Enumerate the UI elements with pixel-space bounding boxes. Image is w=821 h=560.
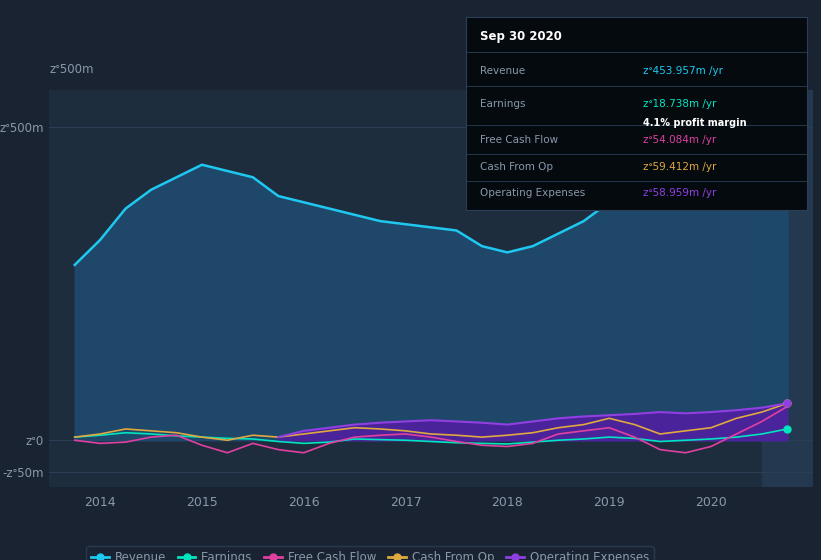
Text: zᐤ453.957m /yr: zᐤ453.957m /yr	[644, 66, 723, 76]
Text: zᐤ58.959m /yr: zᐤ58.959m /yr	[644, 188, 717, 198]
Bar	[762, 90, 813, 487]
Text: Earnings: Earnings	[480, 99, 525, 109]
Legend: Revenue, Earnings, Free Cash Flow, Cash From Op, Operating Expenses: Revenue, Earnings, Free Cash Flow, Cash …	[86, 547, 654, 560]
Text: zᐤ54.084m /yr: zᐤ54.084m /yr	[644, 136, 717, 146]
Text: Revenue: Revenue	[480, 66, 525, 76]
Text: Operating Expenses: Operating Expenses	[480, 188, 585, 198]
Text: zᐤ59.412m /yr: zᐤ59.412m /yr	[644, 162, 717, 172]
Text: 4.1% profit margin: 4.1% profit margin	[644, 118, 747, 128]
Text: Cash From Op: Cash From Op	[480, 162, 553, 172]
Text: Free Cash Flow: Free Cash Flow	[480, 136, 558, 146]
Text: Sep 30 2020: Sep 30 2020	[480, 30, 562, 43]
Text: zᐤ500m: zᐤ500m	[49, 63, 94, 76]
Text: zᐤ18.738m /yr: zᐤ18.738m /yr	[644, 99, 717, 109]
